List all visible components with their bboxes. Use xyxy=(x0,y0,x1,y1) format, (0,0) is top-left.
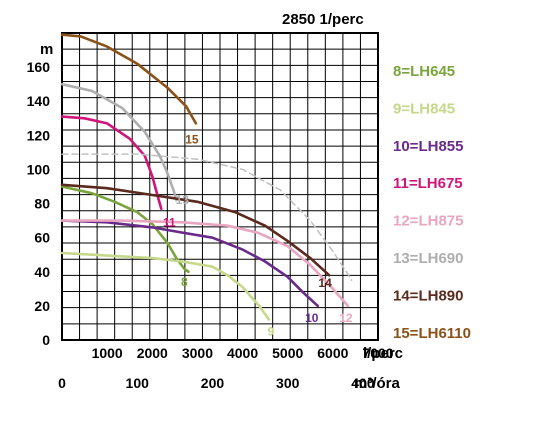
chart-title: 2850 1/perc xyxy=(282,11,364,28)
curve-label: 12 xyxy=(339,311,353,325)
series-line xyxy=(60,219,350,308)
series-line xyxy=(60,219,320,308)
legend-entry: 13=LH690 xyxy=(393,250,463,267)
series-line xyxy=(60,33,198,125)
x-tick-label-secondary: 100 xyxy=(126,375,150,391)
y-tick-label: 120 xyxy=(27,127,51,143)
y-tick-label: 0 xyxy=(42,332,50,348)
curve-label: 14 xyxy=(318,276,332,290)
series-lines xyxy=(60,33,353,321)
legend-entry: 12=LH875 xyxy=(393,213,463,230)
x-axis-label-secondary: m³/óra xyxy=(354,375,401,392)
y-tick-label: 100 xyxy=(27,161,51,177)
x-axis-label-primary: l/perc xyxy=(363,345,403,362)
legend-entry: 15=LH6110 xyxy=(393,325,471,342)
series-line xyxy=(60,251,271,321)
x-tick-label-secondary: 200 xyxy=(201,375,225,391)
x-tick-label-primary: 5000 xyxy=(272,345,303,361)
x-tick-label-secondary: 300 xyxy=(276,375,300,391)
curve-label: 10 xyxy=(305,311,319,325)
x-tick-label-primary: 2000 xyxy=(137,345,168,361)
curve-label: 8 xyxy=(181,275,188,289)
series-line xyxy=(61,153,353,282)
x-tick-labels-primary: 1000 2000 3000 4000 5000 6000 7000 xyxy=(92,345,394,361)
legend: 8=LH645 9=LH845 10=LH855 11=LH675 12=LH875 13… xyxy=(393,63,471,342)
curve-labels: 8 9 10 11 12 13 14 15 xyxy=(163,132,353,338)
y-tick-label: 80 xyxy=(34,196,50,212)
x-tick-label-primary: 7000 xyxy=(362,345,393,361)
x-tick-label-primary: 3000 xyxy=(182,345,213,361)
y-tick-label: 40 xyxy=(34,264,50,280)
legend-entry: 9=LH845 xyxy=(393,100,455,117)
curve-label: 13 xyxy=(176,193,190,207)
x-tick-label-primary: 6000 xyxy=(317,345,348,361)
curve-label: 9 xyxy=(268,325,275,339)
x-tick-label-primary: 1000 xyxy=(92,345,123,361)
y-tick-label: 140 xyxy=(27,93,51,109)
y-tick-label: 60 xyxy=(34,230,50,246)
legend-entry: 8=LH645 xyxy=(393,63,455,80)
y-tick-labels: 0 20 40 60 80 100 120 140 160 xyxy=(27,59,51,348)
legend-entry: 10=LH855 xyxy=(393,138,463,155)
curve-label: 11 xyxy=(163,216,176,230)
series-line xyxy=(60,185,190,274)
series-line xyxy=(60,183,331,277)
x-tick-labels-secondary: 0 100 200 300 400 xyxy=(58,375,375,391)
x-tick-label-secondary: 400 xyxy=(351,375,375,391)
x-tick-label-secondary: 0 xyxy=(58,375,66,391)
y-tick-label: 20 xyxy=(34,298,50,314)
y-tick-label: 160 xyxy=(27,59,51,75)
grid xyxy=(61,32,379,341)
y-axis-label: m xyxy=(40,41,53,58)
x-tick-label-primary: 4000 xyxy=(227,345,258,361)
series-line xyxy=(60,82,178,202)
curve-label: 15 xyxy=(185,132,199,146)
legend-entry: 11=LH675 xyxy=(393,175,463,192)
legend-entry: 14=LH890 xyxy=(393,287,463,304)
